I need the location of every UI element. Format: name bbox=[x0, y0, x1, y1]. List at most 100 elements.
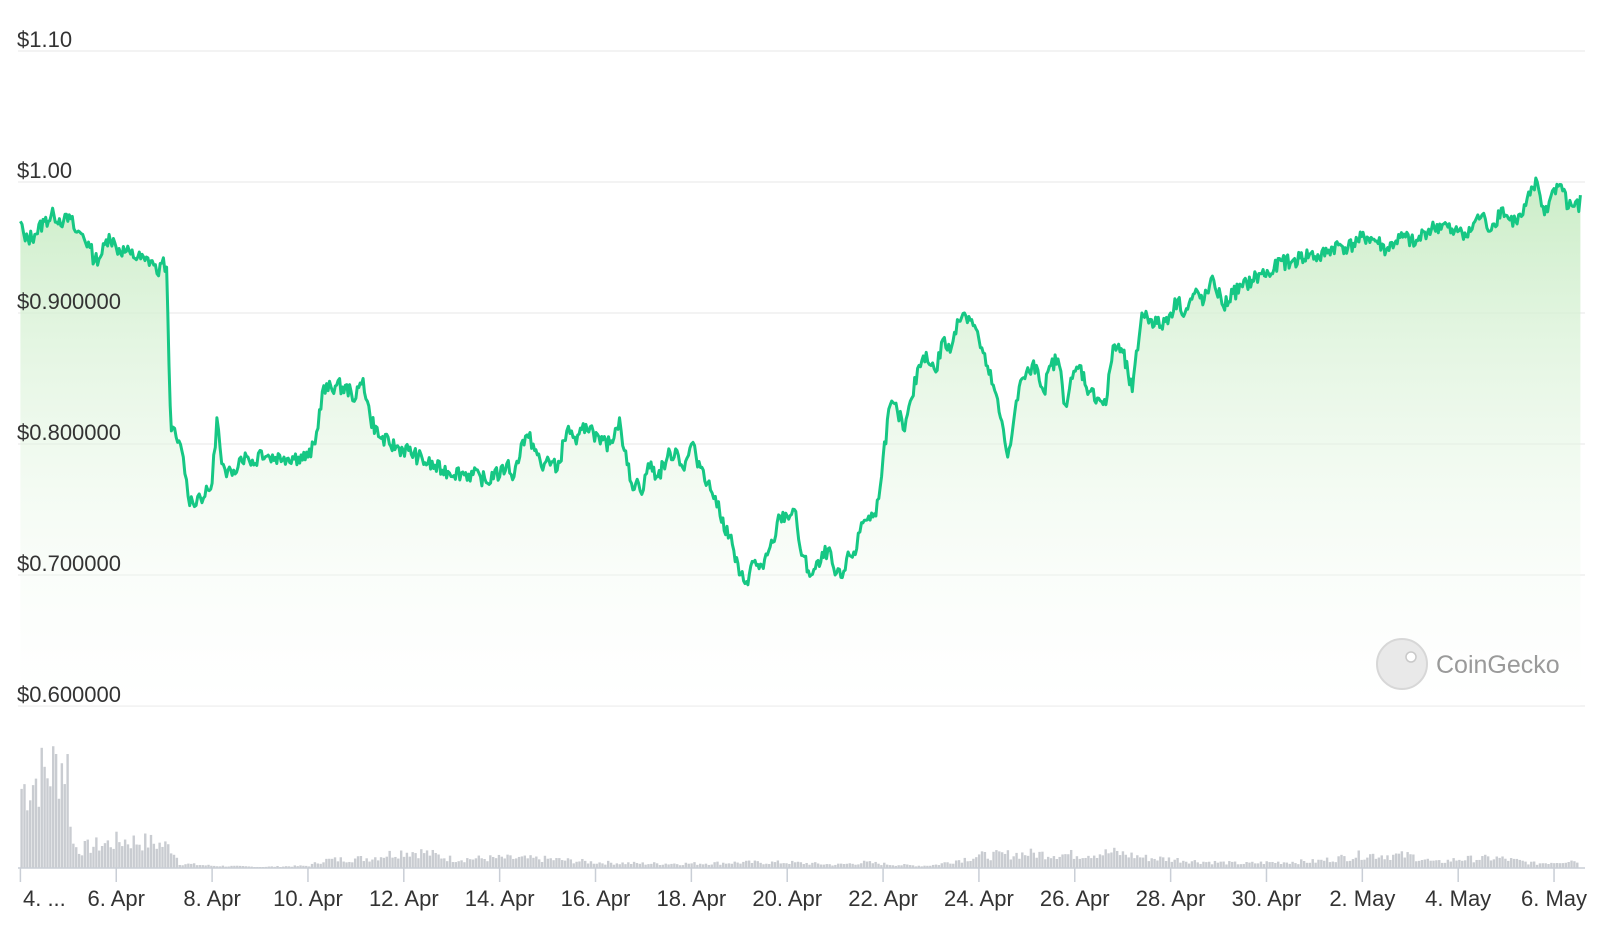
volume-bar bbox=[1348, 860, 1352, 868]
volume-bar bbox=[1403, 857, 1406, 868]
volume-bar bbox=[1400, 851, 1404, 868]
volume-bar bbox=[592, 863, 596, 868]
volume-bar bbox=[1481, 856, 1484, 868]
volume-bar bbox=[719, 864, 722, 868]
volume-bar bbox=[287, 866, 291, 868]
volume-bar bbox=[1153, 858, 1156, 868]
x-axis: 4. ... 6. Apr 8. Apr 10. Apr 12. Apr 14. Apr 1… bbox=[18, 867, 1587, 911]
volume-bar bbox=[466, 858, 469, 868]
volume-bar bbox=[1558, 863, 1562, 868]
volume-bar bbox=[1440, 862, 1444, 868]
volume-bar bbox=[555, 858, 558, 868]
volume-bar bbox=[187, 863, 190, 868]
volume-bar bbox=[1288, 863, 1291, 868]
volume-bar bbox=[1225, 864, 1228, 868]
volume-bar bbox=[1300, 859, 1303, 868]
volume-bar bbox=[1538, 863, 1542, 868]
volume-bar bbox=[1380, 855, 1383, 868]
volume-bar bbox=[1435, 860, 1438, 868]
volume-bar bbox=[388, 850, 391, 868]
volume-bar bbox=[753, 860, 757, 868]
volume-bar bbox=[1478, 859, 1481, 868]
volume-bar bbox=[805, 862, 808, 868]
volume-bar bbox=[474, 858, 478, 868]
volume-bar bbox=[276, 865, 279, 868]
volume-bar bbox=[1052, 856, 1056, 868]
volume-bar bbox=[1118, 855, 1122, 868]
volume-bar bbox=[520, 856, 524, 868]
volume-bar bbox=[57, 798, 61, 868]
volume-bar bbox=[1277, 861, 1280, 868]
x-tick-label: 26. Apr bbox=[1040, 886, 1110, 911]
volume-bar bbox=[1190, 861, 1194, 868]
volume-bar bbox=[946, 862, 949, 868]
volume-bar bbox=[342, 861, 345, 868]
volume-bar bbox=[98, 850, 101, 868]
volume-bar bbox=[100, 846, 104, 868]
volume-bar bbox=[1173, 859, 1176, 868]
volume-bar bbox=[750, 862, 754, 868]
volume-bar bbox=[471, 859, 475, 868]
volume-bar bbox=[822, 864, 826, 868]
volume-bar bbox=[802, 864, 805, 868]
y-tick-label: $1.10 bbox=[17, 27, 72, 52]
volume-bar bbox=[1426, 858, 1429, 868]
volume-bar bbox=[1484, 854, 1487, 868]
volume-bar bbox=[83, 840, 87, 868]
volume-bar bbox=[233, 865, 236, 868]
volume-bar bbox=[1524, 861, 1527, 868]
volume-bar bbox=[1202, 861, 1205, 868]
volume-bar bbox=[178, 864, 181, 868]
x-tick-label: 6. May bbox=[1521, 886, 1587, 911]
x-tick-label: 10. Apr bbox=[273, 886, 343, 911]
volume-bar bbox=[1495, 856, 1498, 868]
volume-bar bbox=[1256, 863, 1260, 868]
volume-bar bbox=[491, 856, 495, 868]
volume-bar bbox=[397, 858, 400, 868]
volume-bar bbox=[589, 861, 593, 868]
volume-bar bbox=[63, 784, 66, 868]
price-area-fill bbox=[20, 178, 1581, 706]
volume-bar bbox=[1354, 857, 1358, 868]
volume-bar bbox=[49, 786, 52, 868]
volume-bar bbox=[670, 863, 673, 868]
volume-bar bbox=[103, 843, 107, 868]
volume-bar bbox=[638, 863, 642, 868]
volume-bar bbox=[77, 853, 81, 868]
volume-bar bbox=[325, 858, 328, 868]
volume-bar bbox=[362, 861, 365, 868]
volume-bar bbox=[1038, 851, 1041, 868]
volume-bar bbox=[742, 861, 745, 868]
volume-bar bbox=[693, 862, 696, 868]
volume-bar bbox=[569, 859, 573, 868]
volume-bar bbox=[399, 850, 403, 868]
volume-bar bbox=[1268, 862, 1271, 868]
volume-bar bbox=[1297, 864, 1300, 868]
volume-bar bbox=[862, 860, 866, 868]
volume-bar bbox=[676, 864, 679, 868]
volume-bar bbox=[667, 864, 670, 868]
volume-bar bbox=[34, 778, 38, 868]
volume-bar bbox=[215, 866, 219, 868]
volume-bar bbox=[1432, 860, 1435, 868]
volume-bar bbox=[1205, 862, 1208, 868]
volume-bar bbox=[146, 847, 150, 868]
volume-bar bbox=[641, 862, 644, 868]
volume-bar bbox=[1087, 855, 1090, 868]
volume-bar bbox=[535, 856, 538, 868]
volume-bar bbox=[624, 864, 627, 868]
volume-bar bbox=[1469, 855, 1473, 868]
volume-bar bbox=[123, 839, 127, 868]
volume-bar bbox=[558, 858, 561, 868]
volume-bar bbox=[1159, 856, 1162, 868]
volume-bar bbox=[1463, 860, 1467, 868]
volume-bar bbox=[512, 858, 515, 868]
volume-bar bbox=[851, 863, 854, 868]
volume-bar bbox=[1124, 854, 1128, 868]
volume-bar bbox=[785, 863, 788, 868]
volume-bar bbox=[526, 858, 529, 868]
volume-bar bbox=[1334, 862, 1337, 868]
volume-bar bbox=[1115, 850, 1119, 868]
